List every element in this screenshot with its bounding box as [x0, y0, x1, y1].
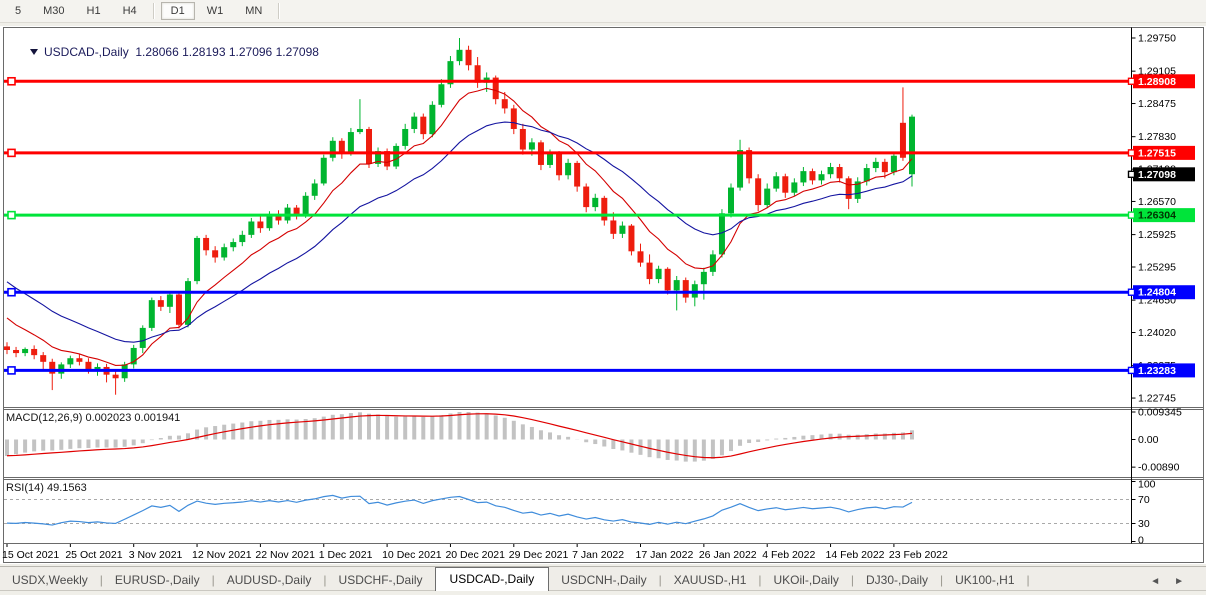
macd-name: MACD(12,26,9): [6, 412, 83, 424]
rsi-indicator-label: RSI(14) 49.1563: [6, 482, 87, 494]
tab-separator: |: [850, 573, 854, 587]
svg-text:20 Dec 2021: 20 Dec 2021: [445, 549, 505, 561]
chart-title-overlay: USDCAD-,Daily 1.28066 1.28193 1.27096 1.…: [10, 31, 319, 73]
rsi-name: RSI(14): [6, 482, 44, 494]
chart-canvas[interactable]: 1.297501.291051.284751.278301.271981.265…: [0, 26, 1206, 564]
toolbar-separator: [152, 3, 155, 19]
svg-text:10 Dec 2021: 10 Dec 2021: [382, 549, 442, 561]
tab-usdcad-daily-active[interactable]: USDCAD-,Daily: [434, 567, 550, 591]
tab-usdchf-daily[interactable]: USDCHF-,Daily: [338, 573, 423, 587]
svg-text:23 Feb 2022: 23 Feb 2022: [889, 549, 948, 561]
tab-scroll-left-icon[interactable]: ◄: [1150, 576, 1161, 587]
timeframe-button-mn[interactable]: MN: [245, 5, 263, 17]
quote-open: 1.28066: [135, 45, 179, 59]
svg-text:12 Nov 2021: 12 Nov 2021: [192, 549, 252, 561]
price-chart-svg[interactable]: 1.297501.291051.284751.278301.271981.265…: [0, 26, 1206, 564]
timeframe-button-m30[interactable]: M30: [43, 5, 65, 17]
svg-text:1.25925: 1.25925: [1138, 229, 1176, 241]
timeframe-toolbar: 5 M30 H1 H4 D1 W1 MN: [0, 0, 1206, 23]
svg-text:1.27098: 1.27098: [1138, 169, 1176, 181]
svg-text:30: 30: [1138, 518, 1150, 530]
macd-values: 0.002023 0.001941: [85, 412, 181, 424]
tab-separator: |: [758, 573, 762, 587]
quote-low: 1.27096: [228, 45, 273, 59]
timeframe-button-h1[interactable]: H1: [86, 5, 101, 17]
svg-text:-0.00890: -0.00890: [1138, 462, 1180, 474]
tab-dj30-daily[interactable]: DJ30-,Daily: [865, 573, 928, 587]
tab-xauusd-h1[interactable]: XAUUSD-,H1: [673, 573, 747, 587]
svg-text:1.26304: 1.26304: [1138, 210, 1176, 222]
timeframe-button-m5[interactable]: 5: [15, 5, 22, 17]
svg-text:14 Feb 2022: 14 Feb 2022: [826, 549, 885, 561]
symbol-tabbar: USDX,Weekly | EURUSD-,Daily | AUDUSD-,Da…: [0, 566, 1206, 591]
tab-eurusd-daily[interactable]: EURUSD-,Daily: [114, 573, 200, 587]
svg-text:1.27830: 1.27830: [1138, 131, 1176, 143]
svg-text:17 Jan 2022: 17 Jan 2022: [636, 549, 694, 561]
tab-separator: |: [658, 573, 662, 587]
tab-separator: |: [1026, 573, 1030, 587]
timeframe-button-w1[interactable]: W1: [206, 5, 224, 17]
svg-text:1.28908: 1.28908: [1138, 76, 1176, 88]
tab-ukoil-daily[interactable]: UKOil-,Daily: [773, 573, 839, 587]
tab-scroll-arrows: ◄ ►: [1150, 576, 1206, 591]
svg-text:1.22745: 1.22745: [1138, 393, 1176, 405]
svg-text:1.25295: 1.25295: [1138, 261, 1176, 273]
quote-close: 1.27098: [275, 45, 319, 59]
svg-text:0.009345: 0.009345: [1138, 407, 1182, 419]
svg-text:1.29750: 1.29750: [1138, 33, 1176, 45]
tab-scroll-right-icon[interactable]: ►: [1174, 576, 1184, 587]
svg-text:4 Feb 2022: 4 Feb 2022: [762, 549, 815, 561]
chart-symbol-label: USDCAD-,Daily: [44, 45, 129, 59]
timeframe-button-h4[interactable]: H4: [122, 5, 137, 17]
tab-separator: |: [211, 573, 215, 587]
svg-text:1.28475: 1.28475: [1138, 98, 1176, 110]
tab-usdx-weekly[interactable]: USDX,Weekly: [12, 573, 88, 587]
tab-separator: |: [323, 573, 327, 587]
svg-text:25 Oct 2021: 25 Oct 2021: [65, 549, 122, 561]
tab-separator: |: [940, 573, 944, 587]
svg-text:100: 100: [1138, 479, 1156, 491]
quote-high: 1.28193: [182, 45, 226, 59]
tab-audusd-daily[interactable]: AUDUSD-,Daily: [226, 573, 312, 587]
svg-text:70: 70: [1138, 494, 1150, 506]
svg-text:22 Nov 2021: 22 Nov 2021: [255, 549, 315, 561]
svg-text:1.26570: 1.26570: [1138, 196, 1176, 208]
svg-text:1.27515: 1.27515: [1138, 147, 1176, 159]
tab-separator: |: [99, 573, 103, 587]
bottom-status-strip: [0, 590, 1206, 595]
svg-text:0: 0: [1138, 535, 1144, 547]
tab-usdcnh-daily[interactable]: USDCNH-,Daily: [561, 573, 647, 587]
svg-text:26 Jan 2022: 26 Jan 2022: [699, 549, 757, 561]
svg-text:15 Oct 2021: 15 Oct 2021: [2, 549, 59, 561]
macd-indicator-label: MACD(12,26,9) 0.002023 0.001941: [6, 412, 180, 424]
tab-uk100-h1[interactable]: UK100-,H1: [955, 573, 1015, 587]
rsi-value: 49.1563: [46, 482, 87, 494]
toolbar-separator: [278, 3, 281, 19]
svg-text:1.23283: 1.23283: [1138, 365, 1176, 377]
svg-text:0.00: 0.00: [1138, 434, 1159, 446]
svg-text:1 Dec 2021: 1 Dec 2021: [319, 549, 373, 561]
symbol-dropdown-icon[interactable]: [30, 49, 39, 55]
svg-text:3 Nov 2021: 3 Nov 2021: [129, 549, 183, 561]
timeframe-button-d1[interactable]: D1: [160, 2, 195, 20]
svg-text:1.24020: 1.24020: [1138, 327, 1176, 339]
svg-text:29 Dec 2021: 29 Dec 2021: [509, 549, 569, 561]
svg-text:7 Jan 2022: 7 Jan 2022: [572, 549, 624, 561]
svg-text:1.24804: 1.24804: [1138, 287, 1176, 299]
